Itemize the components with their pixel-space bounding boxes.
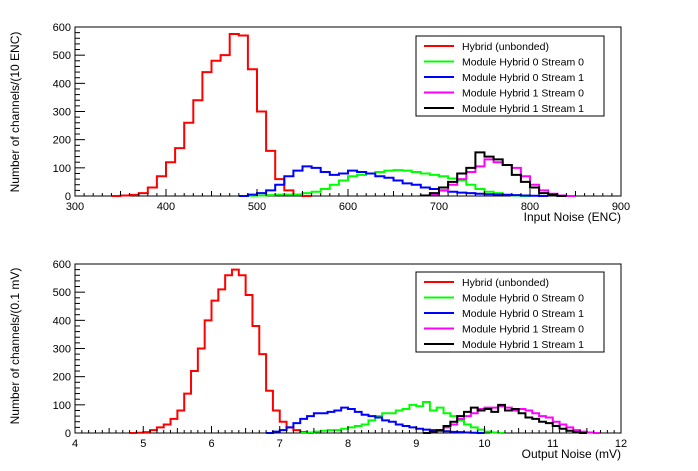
x-tick-label: 300 [66, 201, 84, 213]
histogram-series-2 [266, 406, 485, 434]
legend-entry: Module Hybrid 0 Stream 0 [462, 293, 584, 305]
axes-input: 300 400 500 600 700 800 900 0 100 200 300 400 500 600 [53, 22, 631, 213]
histogram-series-1 [300, 401, 505, 434]
legend-entry: Module Hybrid 1 Stream 0 [462, 88, 584, 100]
y-axis-label: Number of channels/(0.1 mV) [8, 268, 22, 425]
y-tick-label: 500 [53, 50, 71, 62]
y-axis-label: Number of channels/(10 ENC) [8, 32, 22, 193]
x-axis-label: Output Noise (mV) [522, 447, 621, 461]
x-tick-label: 6 [208, 438, 214, 450]
x-tick-label: 400 [157, 201, 175, 213]
y-tick-label: 200 [53, 372, 71, 384]
histograms-output [129, 268, 601, 434]
legend-entry: Hybrid (unbonded) [462, 277, 549, 289]
y-tick-label: 600 [53, 22, 71, 34]
y-tick-label: 0 [65, 428, 71, 440]
histograms-input [111, 33, 576, 197]
x-tick-label: 800 [521, 201, 539, 213]
y-tick-label: 100 [53, 163, 71, 175]
legend-entry: Module Hybrid 0 Stream 1 [462, 72, 584, 84]
x-tick-label: 600 [339, 201, 357, 213]
y-tick-label: 500 [53, 287, 71, 299]
y-tick-label: 400 [53, 315, 71, 327]
y-tick-label: 600 [53, 259, 71, 271]
legend-entry: Module Hybrid 1 Stream 0 [462, 324, 584, 336]
x-axis-label: Input Noise (ENC) [524, 210, 621, 224]
x-tick-label: 10 [478, 438, 490, 450]
histogram-series-0 [111, 33, 312, 197]
x-tick-label: 11 [547, 438, 558, 450]
x-tick-label: 4 [72, 438, 78, 450]
histogram-series-4 [423, 403, 587, 434]
legend: Hybrid (unbonded) Module Hybrid 0 Stream … [415, 35, 605, 117]
axes-output: 4 5 6 7 8 9 10 11 12 0 100 200 300 400 500 600 [53, 259, 627, 450]
y-tick-label: 300 [53, 344, 71, 356]
x-tick-label: 5 [140, 438, 146, 450]
x-tick-label: 12 [615, 438, 627, 450]
y-tick-label: 100 [53, 400, 71, 412]
panel-output-noise: 4 5 6 7 8 9 10 11 12 0 100 200 300 400 500 600 Output N… [8, 259, 627, 461]
y-tick-label: 400 [53, 78, 71, 90]
x-tick-label: 900 [612, 201, 630, 213]
x-tick-label: 700 [430, 201, 448, 213]
legend-entry: Module Hybrid 0 Stream 0 [462, 57, 584, 69]
x-tick-label: 7 [277, 438, 283, 450]
legend-entry: Module Hybrid 1 Stream 1 [462, 103, 584, 115]
x-tick-label: 8 [345, 438, 351, 450]
histogram-series-1 [238, 169, 530, 197]
y-tick-label: 300 [53, 107, 71, 119]
panel-input-noise: 300 400 500 600 700 800 900 0 100 200 300 400 500 600… [8, 22, 630, 224]
legend-entry: Module Hybrid 0 Stream 1 [462, 308, 584, 320]
histogram-series-0 [129, 268, 314, 434]
histogram-series-4 [419, 151, 567, 197]
y-tick-label: 0 [65, 191, 71, 203]
x-tick-label: 9 [413, 438, 419, 450]
legend: Hybrid (unbonded) Module Hybrid 0 Stream … [415, 271, 605, 353]
y-tick-label: 200 [53, 135, 71, 147]
legend-entry: Hybrid (unbonded) [462, 41, 549, 53]
legend-entry: Module Hybrid 1 Stream 1 [462, 339, 584, 351]
x-tick-label: 500 [248, 201, 266, 213]
